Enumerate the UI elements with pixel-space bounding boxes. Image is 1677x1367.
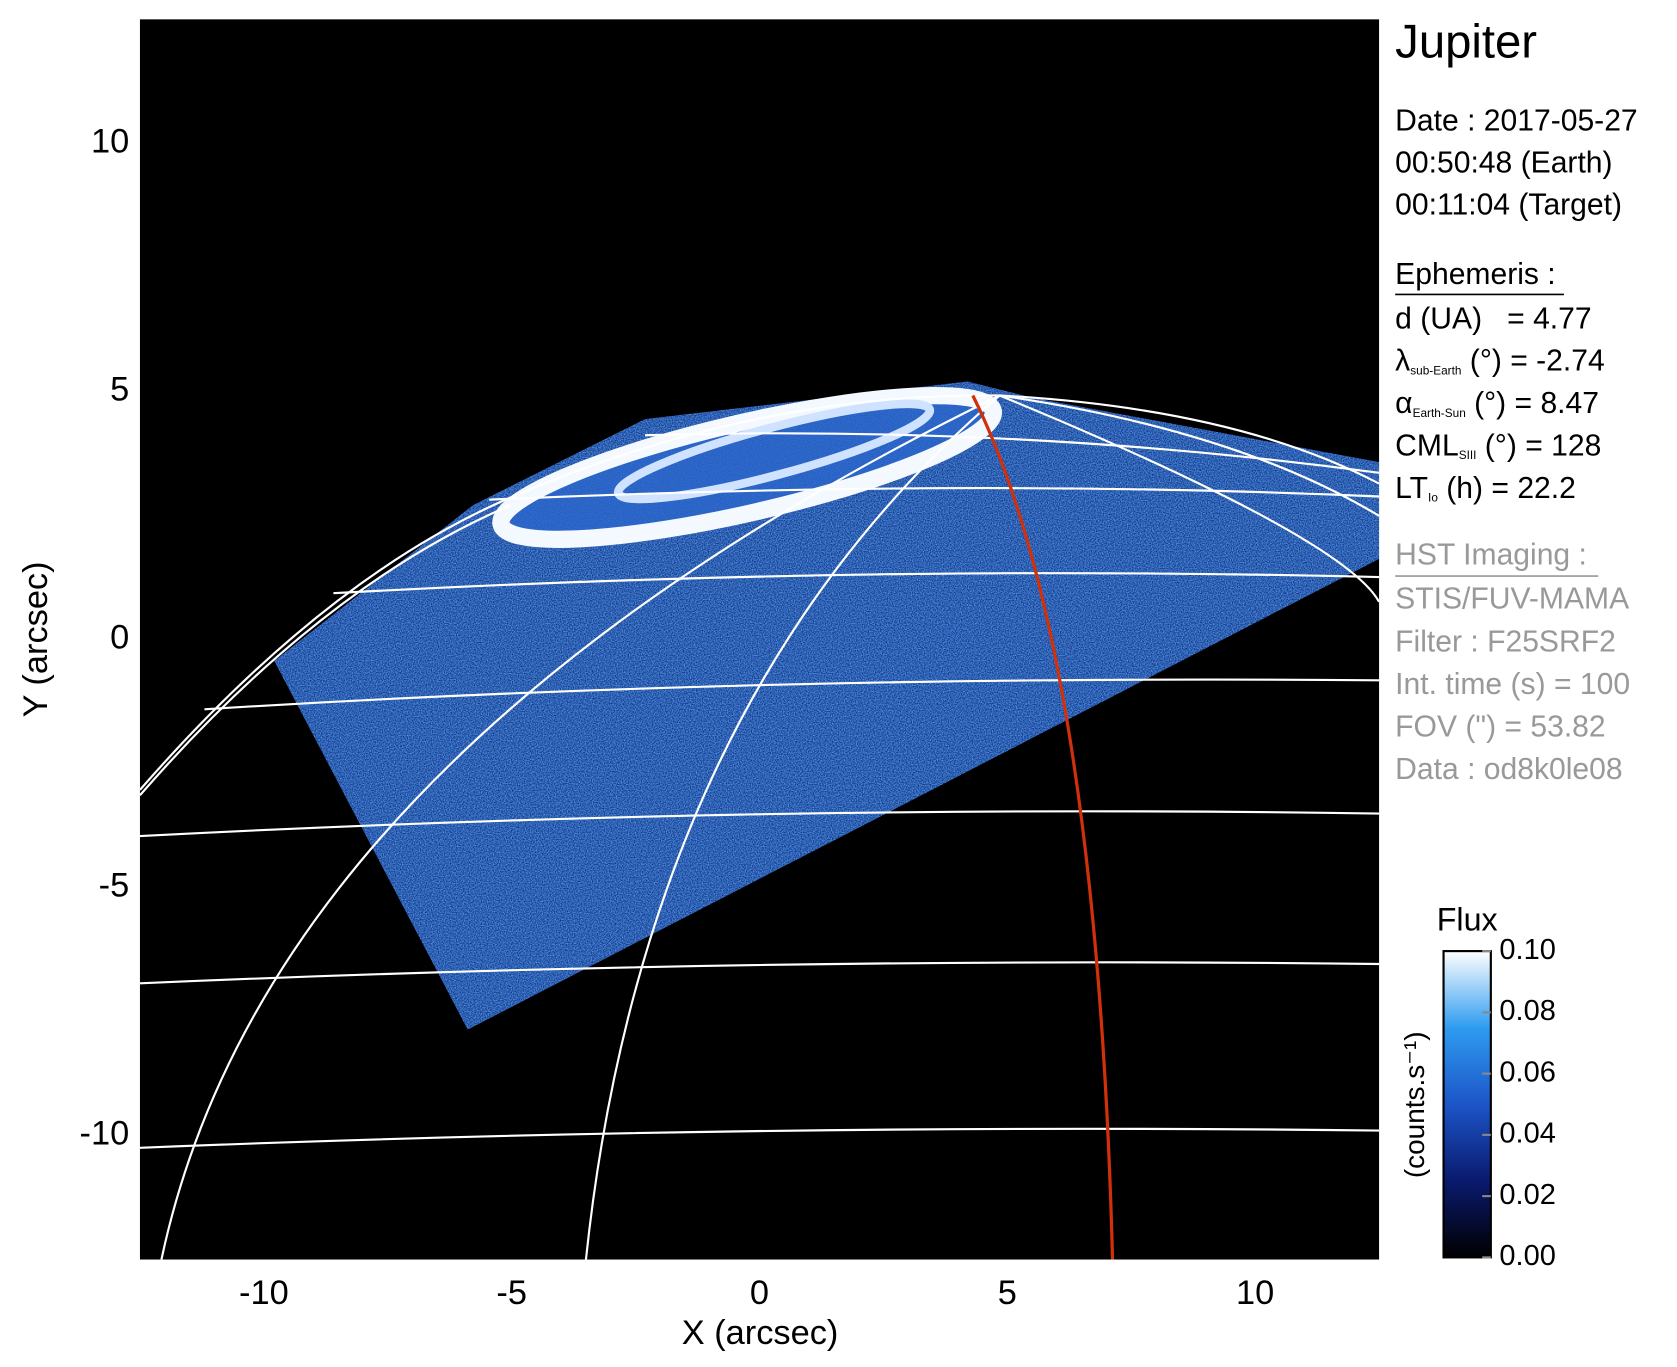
date-line: Date : 2017-05-27: [1395, 104, 1637, 137]
x-tick-label: 5: [998, 1274, 1017, 1312]
colorbar-tick-label: 0.04: [1499, 1118, 1555, 1150]
hst-heading: HST Imaging :: [1395, 539, 1587, 572]
colorbar: [1442, 950, 1492, 1259]
y-tick-label: -5: [99, 867, 130, 905]
ephemeris-name: α: [1395, 387, 1412, 420]
y-axis-label: Y (arcsec): [17, 561, 55, 717]
ephemeris-subscript: sub-Earth: [1410, 363, 1461, 377]
image: [139, 381, 1380, 1260]
ephemeris-line: d (UA) = 4.77: [1395, 302, 1591, 335]
x-tick-label: 10: [1236, 1274, 1274, 1312]
ephemeris-name: LT: [1395, 472, 1428, 505]
planet-grid: [139, 394, 1380, 1260]
ephemeris-subscript: SIII: [1459, 448, 1477, 462]
ephemeris-subscript: Io: [1428, 491, 1438, 505]
colorbar-title: Flux: [1437, 902, 1498, 938]
colorbar-tick-label: 0.06: [1499, 1056, 1555, 1088]
ephemeris-name: d (UA): [1395, 302, 1482, 335]
aurora-arc: [613, 399, 935, 504]
ephemeris-name: CML: [1395, 430, 1459, 463]
colorbar-label: (counts.s⁻¹): [1399, 1031, 1430, 1178]
hst-line: STIS/FUV-MAMA: [1395, 583, 1629, 616]
ephemeris-value: = 4.77: [1482, 302, 1592, 335]
ephemeris-line: αEarth-Sun (°) = 8.47: [1395, 387, 1599, 420]
ephemeris-value: (°) = 128: [1476, 430, 1601, 463]
x-axis-label: X (arcsec): [682, 1314, 839, 1352]
ephemeris-name: λ: [1395, 345, 1410, 378]
ephemeris-value: (°) = 8.47: [1466, 387, 1599, 420]
y-tick-label: 0: [110, 619, 129, 657]
ephemeris-line: CMLSIII (°) = 128: [1395, 430, 1601, 463]
x-tick-label: -10: [239, 1274, 289, 1312]
x-tick-label: -5: [496, 1274, 527, 1312]
ephemeris-heading: Ephemeris :: [1395, 258, 1555, 291]
reference-meridian: [971, 394, 1115, 1260]
x-tick-label: 0: [750, 1274, 769, 1312]
y-tick-label: 5: [110, 370, 129, 408]
colorbar-tick-label: 0.00: [1499, 1240, 1555, 1272]
ephemeris-subscript: Earth-Sun: [1413, 406, 1466, 420]
colorbar-tick-label: 0.02: [1499, 1179, 1555, 1211]
hst-line: Data : od8k0le08: [1395, 753, 1622, 786]
aurora-inner: [500, 395, 994, 540]
date-line: 00:11:04 (Target): [1395, 188, 1622, 221]
colorbar-tick-label: 0.10: [1499, 934, 1555, 966]
date-line: 00:50:48 (Earth): [1395, 146, 1612, 179]
y-tick-label: 10: [91, 122, 129, 160]
y-tick-label: -10: [80, 1115, 130, 1153]
ephemeris-value: (°) = -2.74: [1461, 345, 1604, 378]
ephemeris-line: LTIo (h) = 22.2: [1395, 472, 1576, 505]
hst-line: FOV (") = 53.82: [1395, 710, 1605, 743]
hst-line: Int. time (s) = 100: [1395, 668, 1630, 701]
ephemeris-line: λsub-Earth (°) = -2.74: [1395, 345, 1605, 378]
colorbar-tick-label: 0.08: [1499, 995, 1555, 1027]
ephemeris-value: (h) = 22.2: [1438, 472, 1576, 505]
panel-title: Jupiter: [1395, 16, 1537, 69]
hst-line: Filter : F25SRF2: [1395, 625, 1616, 658]
